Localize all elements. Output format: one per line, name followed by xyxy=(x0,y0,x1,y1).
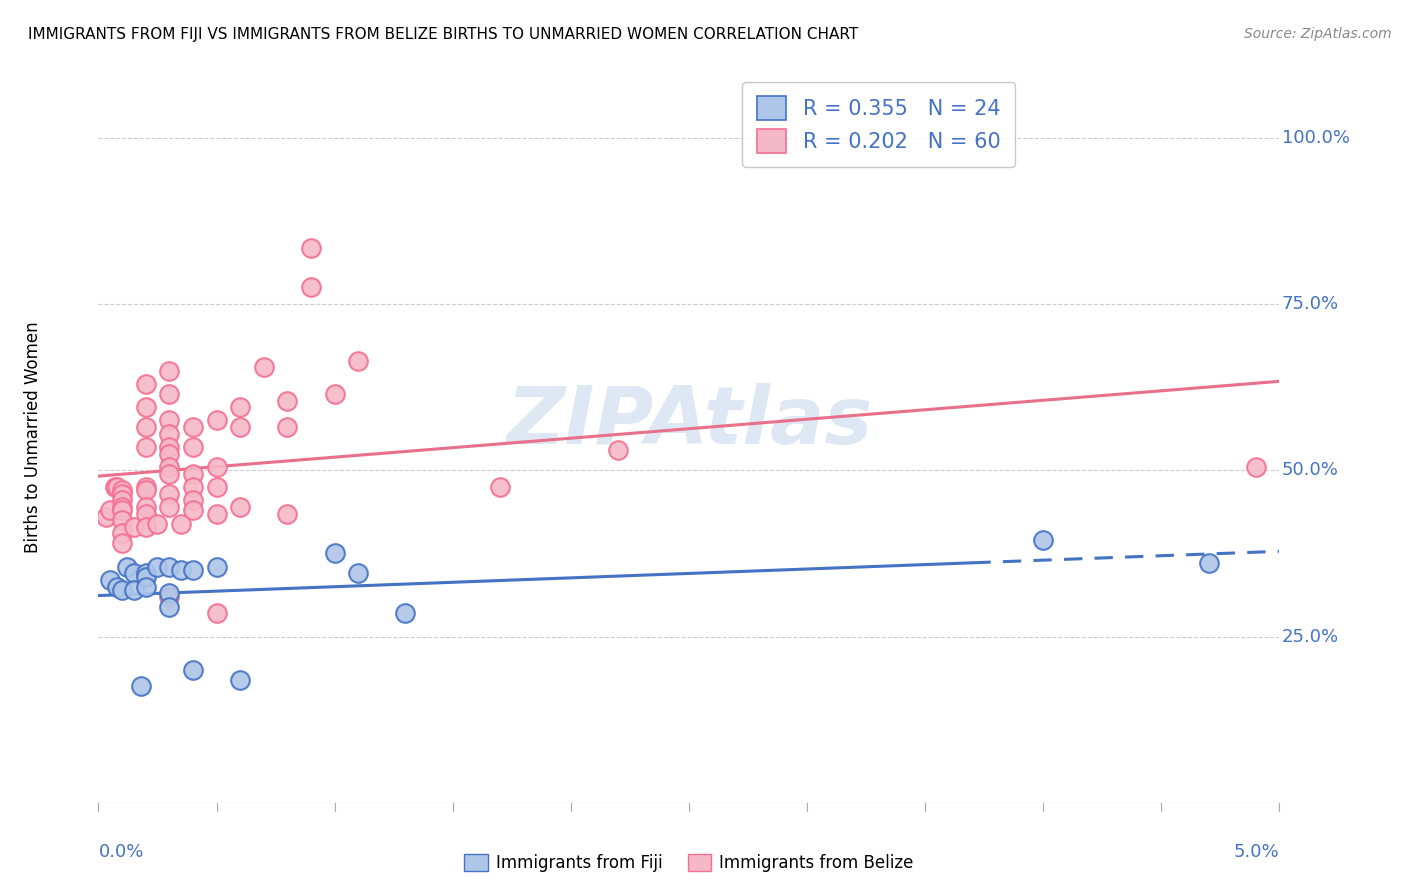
Point xyxy=(135,520,157,534)
Point xyxy=(105,480,128,494)
Point xyxy=(299,241,322,255)
Point xyxy=(98,573,121,587)
Point xyxy=(1032,533,1054,548)
Point xyxy=(229,673,252,687)
Point xyxy=(181,493,204,508)
Point xyxy=(276,420,298,434)
Point xyxy=(157,440,180,454)
Point xyxy=(157,590,180,604)
Point xyxy=(94,509,117,524)
Point xyxy=(1244,460,1267,475)
Point xyxy=(253,360,276,375)
Point xyxy=(276,507,298,521)
Point xyxy=(135,500,157,514)
Text: ZIPAtlas: ZIPAtlas xyxy=(506,384,872,461)
Point xyxy=(122,582,145,597)
Point xyxy=(170,563,193,577)
Point xyxy=(157,460,180,475)
Point xyxy=(607,443,630,458)
Point xyxy=(347,566,370,581)
Text: 50.0%: 50.0% xyxy=(1282,461,1339,479)
Point xyxy=(323,546,346,560)
Point xyxy=(146,516,169,531)
Point xyxy=(347,353,370,368)
Point xyxy=(157,447,180,461)
Point xyxy=(299,280,322,294)
Point xyxy=(111,536,134,550)
Point xyxy=(205,460,228,475)
Point xyxy=(122,566,145,581)
Text: 25.0%: 25.0% xyxy=(1282,628,1339,646)
Point xyxy=(205,607,228,621)
Point xyxy=(276,393,298,408)
Point xyxy=(323,387,346,401)
Text: 5.0%: 5.0% xyxy=(1234,843,1279,861)
Point xyxy=(205,507,228,521)
Point xyxy=(181,503,204,517)
Point xyxy=(129,680,152,694)
Point xyxy=(394,607,416,621)
Text: 0.0%: 0.0% xyxy=(98,843,143,861)
Point xyxy=(98,503,121,517)
Point xyxy=(181,467,204,481)
Point xyxy=(157,413,180,427)
Point xyxy=(135,480,157,494)
Point xyxy=(157,500,180,514)
Point xyxy=(146,559,169,574)
Point xyxy=(135,376,157,391)
Point xyxy=(157,387,180,401)
Point xyxy=(135,566,157,581)
Point xyxy=(157,586,180,600)
Point xyxy=(111,526,134,541)
Point xyxy=(157,467,180,481)
Text: Source: ZipAtlas.com: Source: ZipAtlas.com xyxy=(1244,27,1392,41)
Point xyxy=(115,559,138,574)
Point xyxy=(181,663,204,677)
Point xyxy=(170,516,193,531)
Text: Births to Unmarried Women: Births to Unmarried Women xyxy=(24,321,42,553)
Point xyxy=(1198,557,1220,571)
Point xyxy=(111,513,134,527)
Text: 75.0%: 75.0% xyxy=(1282,295,1339,313)
Point xyxy=(181,440,204,454)
Point xyxy=(205,480,228,494)
Point xyxy=(489,480,512,494)
Point xyxy=(157,363,180,377)
Point xyxy=(111,483,134,498)
Point xyxy=(205,413,228,427)
Point xyxy=(135,420,157,434)
Point xyxy=(135,440,157,454)
Point xyxy=(111,582,134,597)
Point xyxy=(135,483,157,498)
Point xyxy=(111,500,134,514)
Text: IMMIGRANTS FROM FIJI VS IMMIGRANTS FROM BELIZE BIRTHS TO UNMARRIED WOMEN CORRELA: IMMIGRANTS FROM FIJI VS IMMIGRANTS FROM … xyxy=(28,27,859,42)
Point xyxy=(135,580,157,594)
Point xyxy=(229,500,252,514)
Point xyxy=(135,570,157,584)
Point xyxy=(111,503,134,517)
Point xyxy=(181,563,204,577)
Point xyxy=(135,507,157,521)
Point xyxy=(181,480,204,494)
Point xyxy=(111,486,134,500)
Point xyxy=(181,420,204,434)
Point xyxy=(105,580,128,594)
Point xyxy=(122,520,145,534)
Point xyxy=(157,599,180,614)
Point xyxy=(157,426,180,441)
Point xyxy=(111,493,134,508)
Point xyxy=(104,480,127,494)
Legend: Immigrants from Fiji, Immigrants from Belize: Immigrants from Fiji, Immigrants from Be… xyxy=(457,847,921,879)
Point xyxy=(135,400,157,414)
Text: 100.0%: 100.0% xyxy=(1282,128,1350,147)
Point xyxy=(157,486,180,500)
Point xyxy=(229,400,252,414)
Point xyxy=(157,559,180,574)
Point xyxy=(229,420,252,434)
Point xyxy=(205,559,228,574)
